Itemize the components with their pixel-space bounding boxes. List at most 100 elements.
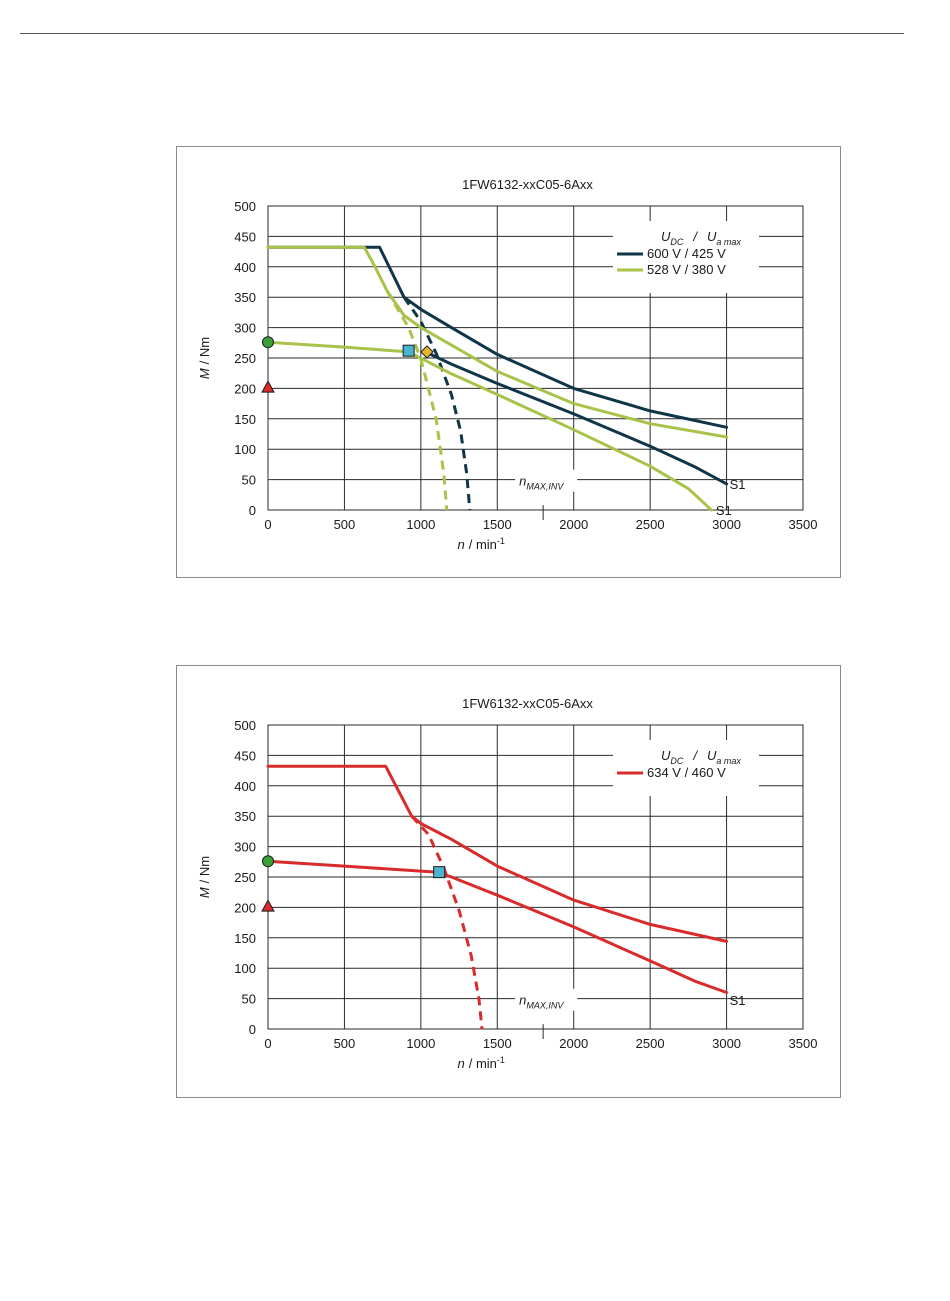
header-rule xyxy=(20,33,904,34)
y-tick-label: 500 xyxy=(234,199,256,214)
chart-title: 1FW6132-xxC05-6Axx xyxy=(462,177,593,192)
y-tick-label: 50 xyxy=(242,473,256,488)
marker-square xyxy=(433,866,446,879)
x-axis-var: n xyxy=(458,1056,465,1071)
x-axis-var: n xyxy=(458,537,465,552)
series-line-solid xyxy=(266,245,729,429)
x-axis-label: n / min-1 xyxy=(458,536,505,552)
torque-speed-chart-2: 1FW6132-xxC05-6Axx 0 500 1000 1500 2000 2500 30… xyxy=(176,665,841,1098)
x-tick-label: 1500 xyxy=(483,517,512,532)
y-tick-label: 350 xyxy=(234,809,256,824)
series-line-solid xyxy=(266,340,713,512)
y-tick-label: 200 xyxy=(234,900,256,915)
n-max-inv-var: n xyxy=(519,993,526,1008)
legend-label: 600 V / 425 V xyxy=(647,246,726,261)
y-axis-label: M / Nm xyxy=(197,337,212,379)
x-tick-label: 0 xyxy=(264,1036,271,1051)
legend-ua: U xyxy=(707,229,717,244)
marker-circle xyxy=(262,855,274,868)
legend-label: 528 V / 380 V xyxy=(647,262,726,277)
x-tick-label: 0 xyxy=(264,517,271,532)
y-tick-label: 350 xyxy=(234,290,256,305)
y-tick-label: 400 xyxy=(234,779,256,794)
y-tick-label: 300 xyxy=(234,321,256,336)
y-tick-label: 250 xyxy=(234,870,256,885)
y-axis-label: M / Nm xyxy=(197,856,212,898)
x-tick-label: 1500 xyxy=(483,1036,512,1051)
y-tick-label: 150 xyxy=(234,931,256,946)
n-max-inv-label: nMAX,INV xyxy=(519,474,564,492)
series-line-dashed xyxy=(410,815,484,1030)
y-tick-label: 450 xyxy=(234,748,256,763)
plot-frame xyxy=(267,724,804,1030)
y-axis-var: M xyxy=(197,887,212,898)
x-axis-unit: / min xyxy=(469,1056,497,1071)
legend-ua: U xyxy=(707,748,717,763)
y-tick-label: 250 xyxy=(234,351,256,366)
x-axis-exp: -1 xyxy=(497,536,505,546)
x-tick-label: 1000 xyxy=(406,1036,435,1051)
x-tick-label: 2000 xyxy=(559,1036,588,1051)
y-tick-label: 500 xyxy=(234,718,256,733)
x-tick-label: 500 xyxy=(334,517,356,532)
x-tick-label: 2000 xyxy=(559,517,588,532)
x-tick-label: 2500 xyxy=(636,1036,665,1051)
series-line-solid xyxy=(266,859,729,994)
legend-amax: a max xyxy=(716,756,741,766)
annotation-bg xyxy=(515,469,578,492)
s1-label: S1 xyxy=(716,503,732,518)
legend-u: U xyxy=(661,748,671,763)
marker-diamond xyxy=(420,345,434,359)
x-tick-label: 500 xyxy=(334,1036,356,1051)
y-tick-label: 0 xyxy=(249,1022,256,1037)
y-tick-label: 100 xyxy=(234,442,256,457)
legend-u: U xyxy=(661,229,671,244)
marker-triangle xyxy=(261,899,275,912)
series-line-solid xyxy=(266,245,729,439)
x-tick-label: 3500 xyxy=(789,517,818,532)
torque-speed-chart-1: 1FW6132-xxC05-6Axx 0 500 1000 1500 2000 2500 30… xyxy=(176,146,841,578)
series-line-dashed xyxy=(385,290,449,511)
y-axis-unit: / Nm xyxy=(197,337,212,364)
series-line-solid xyxy=(423,350,729,486)
n-max-inv-var: n xyxy=(519,474,526,489)
n-max-inv-label: nMAX,INV xyxy=(519,993,564,1011)
n-max-inv-sub: MAX,INV xyxy=(526,482,564,492)
y-tick-label: 0 xyxy=(249,503,256,518)
y-axis-unit: / Nm xyxy=(197,856,212,883)
chart-title: 1FW6132-xxC05-6Axx xyxy=(462,696,593,711)
y-axis-var: M xyxy=(197,368,212,379)
y-tick-label: 400 xyxy=(234,260,256,275)
y-tick-label: 200 xyxy=(234,381,256,396)
s1-label: S1 xyxy=(730,477,746,492)
annotation-bg xyxy=(515,988,578,1011)
x-tick-label: 3000 xyxy=(712,517,741,532)
y-tick-label: 150 xyxy=(234,412,256,427)
x-tick-label: 1000 xyxy=(406,517,435,532)
y-tick-label: 100 xyxy=(234,961,256,976)
marker-triangle xyxy=(261,380,275,393)
x-axis-label: n / min-1 xyxy=(458,1055,505,1071)
legend-dc: DC xyxy=(670,756,683,766)
y-tick-label: 450 xyxy=(234,229,256,244)
legend-header: UDC / Ua max xyxy=(661,748,741,766)
x-tick-label: 3000 xyxy=(712,1036,741,1051)
x-tick-label: 2500 xyxy=(636,517,665,532)
legend-box xyxy=(613,221,759,293)
s1-label: S1 xyxy=(730,993,746,1008)
marker-circle xyxy=(262,336,274,349)
n-max-inv-sub: MAX,INV xyxy=(526,1001,564,1011)
series-line-solid xyxy=(266,764,729,943)
y-tick-label: 50 xyxy=(242,992,256,1007)
y-tick-label: 300 xyxy=(234,840,256,855)
legend-sep: / xyxy=(692,748,698,763)
legend-sep: / xyxy=(692,229,698,244)
plot-frame xyxy=(267,205,804,511)
legend-dc: DC xyxy=(670,237,683,247)
legend-label: 634 V / 460 V xyxy=(647,765,726,780)
series-line-dashed xyxy=(402,296,472,511)
legend-amax: a max xyxy=(716,237,741,247)
marker-square xyxy=(402,344,415,357)
